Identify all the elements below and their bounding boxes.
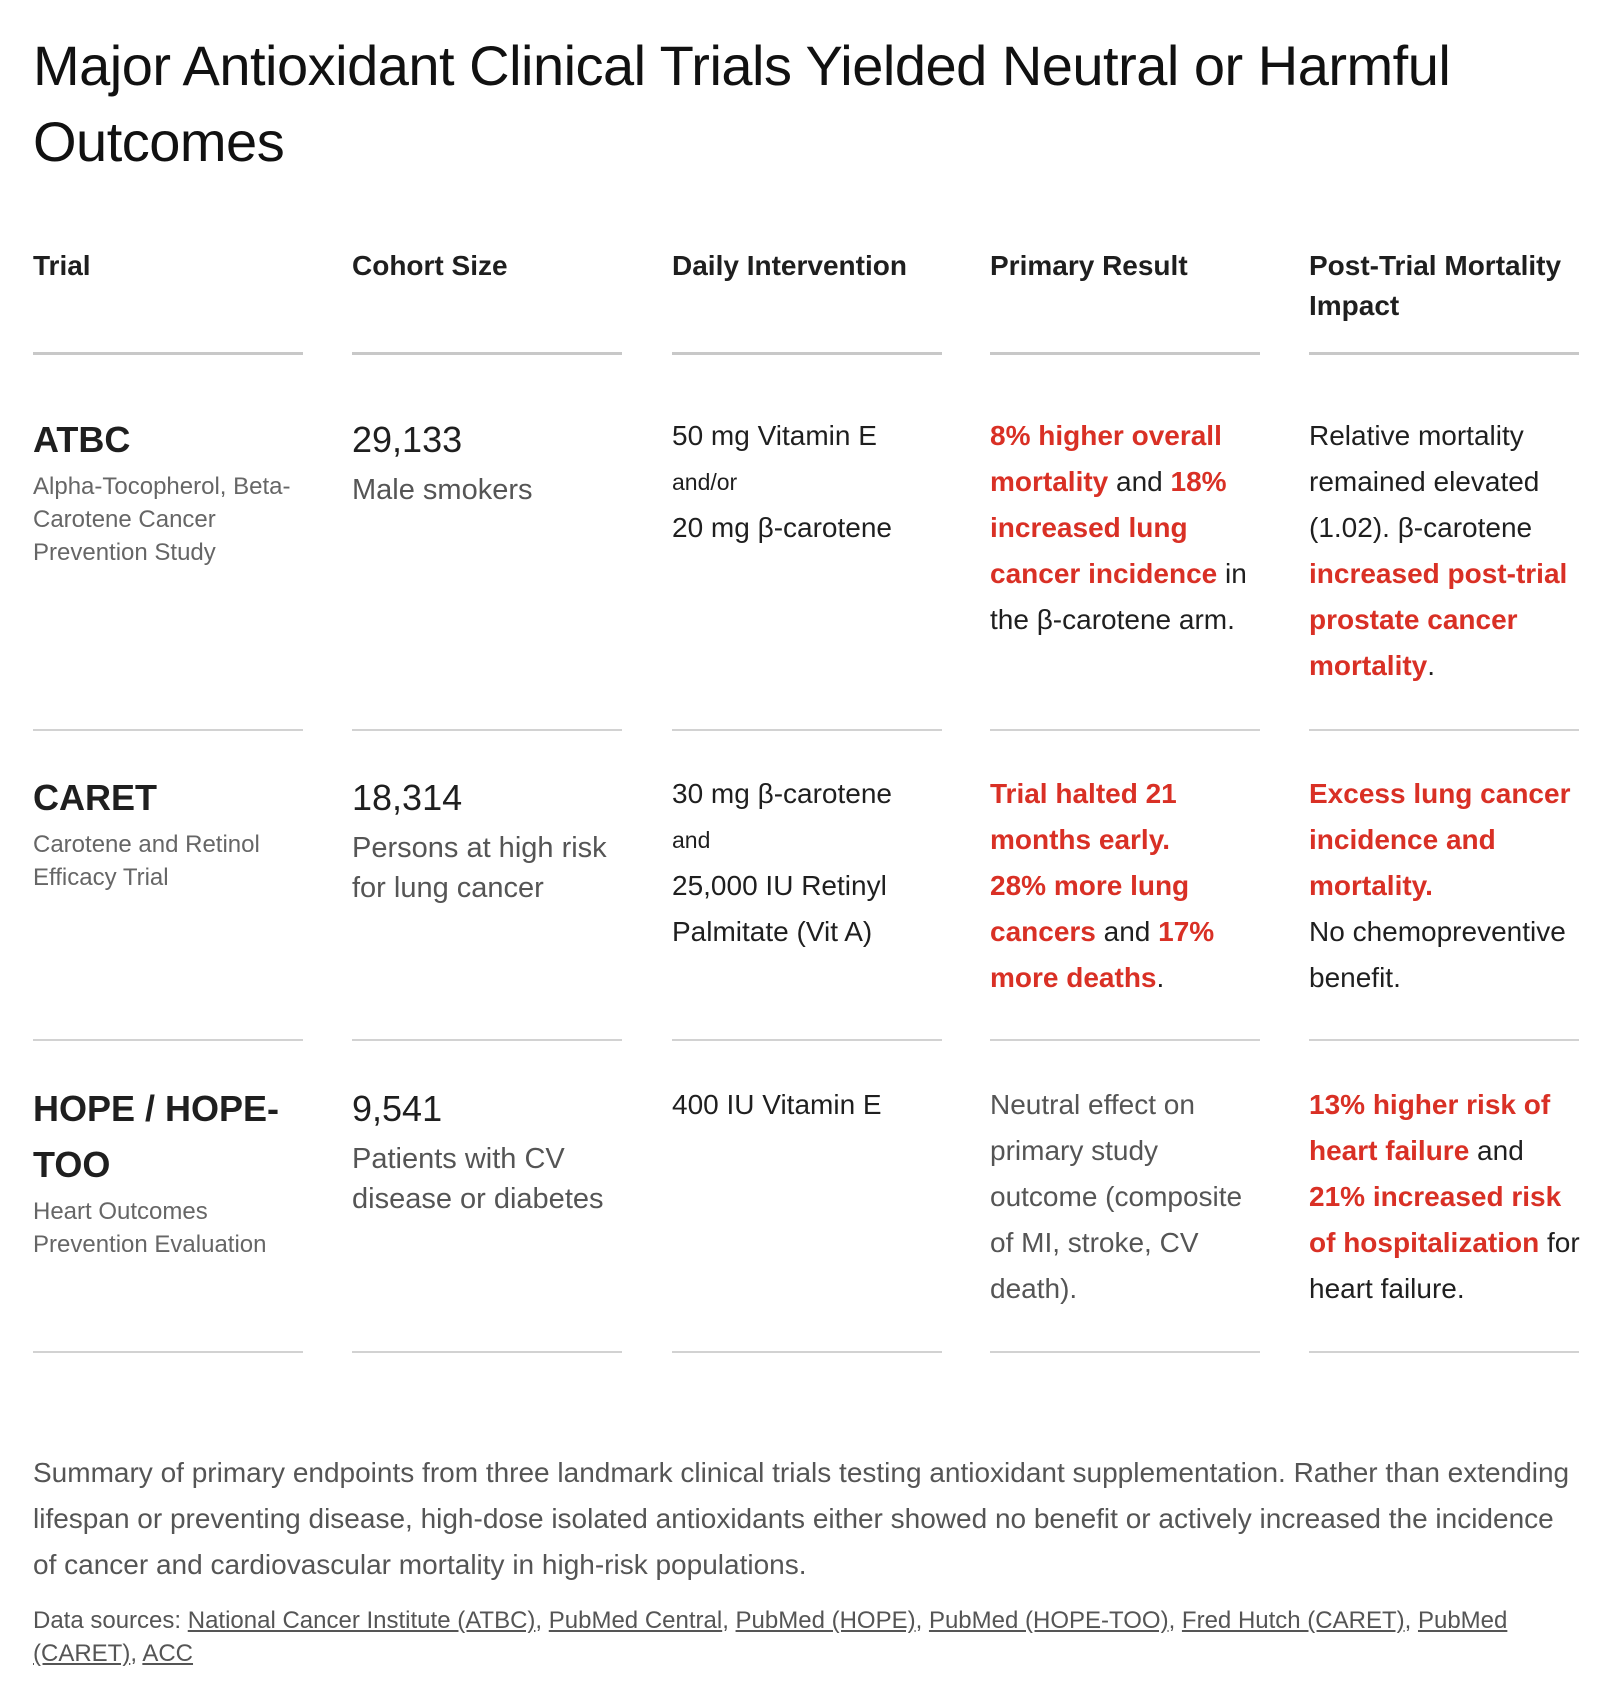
intervention-line: 20 mg β-carotene <box>672 512 892 543</box>
row-divider <box>672 1351 942 1353</box>
harm-highlight: 17% more deaths <box>990 916 1215 993</box>
header-rule <box>672 352 942 355</box>
harm-highlight: Trial halted 21 months early. <box>990 778 1177 855</box>
result-text: . <box>1156 962 1165 993</box>
cohort-size: 9,541 <box>352 1088 443 1129</box>
table-row-atbc-mortality: Relative mortality remained elevated (1.… <box>1309 413 1584 689</box>
harm-highlight: 28% more lung cancers <box>990 870 1190 947</box>
header-post-trial-mortality: Post-Trial Mortality Impact <box>1309 250 1562 321</box>
intervention-line: 25,000 IU Retinyl Palmitate (Vit A) <box>672 870 887 947</box>
trial-name: CARET <box>33 777 157 818</box>
table-row-atbc-result: 8% higher overall mortality and 18% incr… <box>990 413 1265 643</box>
row-divider <box>990 1039 1260 1041</box>
source-link-pubmed-hope-too[interactable]: PubMed (HOPE-TOO) <box>928 1607 1169 1634</box>
row-divider <box>1309 729 1579 731</box>
table-row-caret-result: Trial halted 21 months early. 28% more l… <box>990 771 1240 1001</box>
harm-highlight: 8% higher overall mortality <box>990 420 1222 497</box>
data-sources: Data sources: National Cancer Institute … <box>33 1604 1578 1670</box>
source-link-fred-hutch-caret[interactable]: Fred Hutch (CARET) <box>1181 1607 1405 1634</box>
header-rule <box>33 352 303 355</box>
row-divider <box>33 1039 303 1041</box>
header-cohort-size: Cohort Size <box>352 250 508 281</box>
sources-label: Data sources: <box>33 1607 188 1634</box>
table-row-atbc-intervention: 50 mg Vitamin E and/or 20 mg β-carotene <box>672 413 952 551</box>
sources-separator: , <box>1168 1607 1182 1634</box>
sources-separator: , <box>915 1607 929 1634</box>
table-row-caret-mortality: Excess lung cancer incidence and mortali… <box>1309 771 1584 1001</box>
sources-separator: , <box>130 1640 143 1667</box>
row-divider <box>990 729 1260 731</box>
header-daily-intervention: Daily Intervention <box>672 250 907 281</box>
source-link-acc[interactable]: ACC <box>142 1640 194 1667</box>
intervention-conjunction: and <box>672 827 711 853</box>
table-row-hope-trial: HOPE / HOPE-TOO Heart Outcomes Preventio… <box>33 1081 303 1261</box>
result-text: in the β-carotene arm. <box>990 558 1247 635</box>
mortality-text: for heart failure. <box>1309 1227 1580 1304</box>
mortality-text: . <box>1427 650 1436 681</box>
intervention-line: 30 mg β-carotene <box>672 778 892 809</box>
harm-highlight: Excess lung cancer incidence and mortali… <box>1309 778 1571 901</box>
result-text: Neutral effect on primary study outcome … <box>990 1089 1243 1304</box>
trial-full-name: Heart Outcomes Prevention Evaluation <box>33 1198 267 1258</box>
harm-highlight: 18% increased lung cancer incidence <box>990 466 1227 589</box>
trial-full-name: Carotene and Retinol Efficacy Trial <box>33 831 260 891</box>
cohort-size: 18,314 <box>352 777 463 818</box>
harm-highlight: increased post-trial prostate cancer mor… <box>1309 558 1568 681</box>
summary-caption: Summary of primary endpoints from three … <box>33 1457 1570 1580</box>
table-row-atbc-trial: ATBC Alpha-Tocopherol, Beta-Carotene Can… <box>33 412 303 569</box>
header-trial: Trial <box>33 250 91 281</box>
table-row-hope-cohort: 9,541 Patients with CV disease or diabet… <box>352 1081 627 1219</box>
table-row-caret-cohort: 18,314 Persons at high risk for lung can… <box>352 770 627 908</box>
row-divider <box>672 729 942 731</box>
table-row-caret-intervention: 30 mg β-carotene and 25,000 IU Retinyl P… <box>672 771 942 955</box>
row-divider <box>352 1039 622 1041</box>
result-text: and <box>1108 466 1171 497</box>
cohort-description: Male smokers <box>352 474 533 506</box>
source-link-pubmed-central[interactable]: PubMed Central <box>548 1607 723 1634</box>
trial-full-name: Alpha-Tocopherol, Beta-Carotene Cancer P… <box>33 473 291 566</box>
intervention-line: 50 mg Vitamin E <box>672 420 877 451</box>
row-divider <box>33 729 303 731</box>
row-divider <box>990 1351 1260 1353</box>
sources-separator: , <box>1404 1607 1418 1634</box>
harm-highlight: 21% increased risk of hospitalization <box>1309 1181 1562 1258</box>
header-rule <box>1309 352 1579 355</box>
source-link-pubmed-hope[interactable]: PubMed (HOPE) <box>735 1607 916 1634</box>
harm-highlight: 13% higher risk of heart failure <box>1309 1089 1551 1166</box>
cohort-size: 29,133 <box>352 419 463 460</box>
row-divider <box>1309 1351 1579 1353</box>
intervention-conjunction: and/or <box>672 469 738 495</box>
header-primary-result: Primary Result <box>990 250 1188 281</box>
cohort-description: Persons at high risk for lung cancer <box>352 832 607 904</box>
cohort-description: Patients with CV disease or diabetes <box>352 1143 604 1215</box>
source-link-pubmed-caret[interactable]: PubMed (CARET) <box>33 1607 1508 1667</box>
row-divider <box>33 1351 303 1353</box>
mortality-text: Relative mortality remained elevated (1.… <box>1309 420 1540 543</box>
row-divider <box>1309 1039 1579 1041</box>
header-rule <box>352 352 622 355</box>
trial-name: ATBC <box>33 419 131 460</box>
header-rule <box>990 352 1260 355</box>
table-row-atbc-cohort: 29,133 Male smokers <box>352 412 632 510</box>
table-row-hope-result: Neutral effect on primary study outcome … <box>990 1082 1265 1312</box>
row-divider <box>352 729 622 731</box>
source-link-nci-atbc[interactable]: National Cancer Institute (ATBC) <box>187 1607 536 1634</box>
intervention-line: 400 IU Vitamin E <box>672 1089 882 1120</box>
mortality-text: and <box>1469 1135 1524 1166</box>
table-row-hope-mortality: 13% higher risk of heart failure and 21%… <box>1309 1082 1584 1312</box>
mortality-text: No chemopreventive benefit. <box>1309 916 1566 993</box>
sources-separator: , <box>535 1607 549 1634</box>
trial-name: HOPE / HOPE-TOO <box>33 1088 280 1185</box>
result-text: and <box>1095 916 1159 947</box>
row-divider <box>352 1351 622 1353</box>
table-row-caret-trial: CARET Carotene and Retinol Efficacy Tria… <box>33 770 303 894</box>
row-divider <box>672 1039 942 1041</box>
table-row-hope-intervention: 400 IU Vitamin E <box>672 1082 942 1128</box>
sources-separator: , <box>722 1607 736 1634</box>
page-title: Major Antioxidant Clinical Trials Yielde… <box>33 34 1451 173</box>
